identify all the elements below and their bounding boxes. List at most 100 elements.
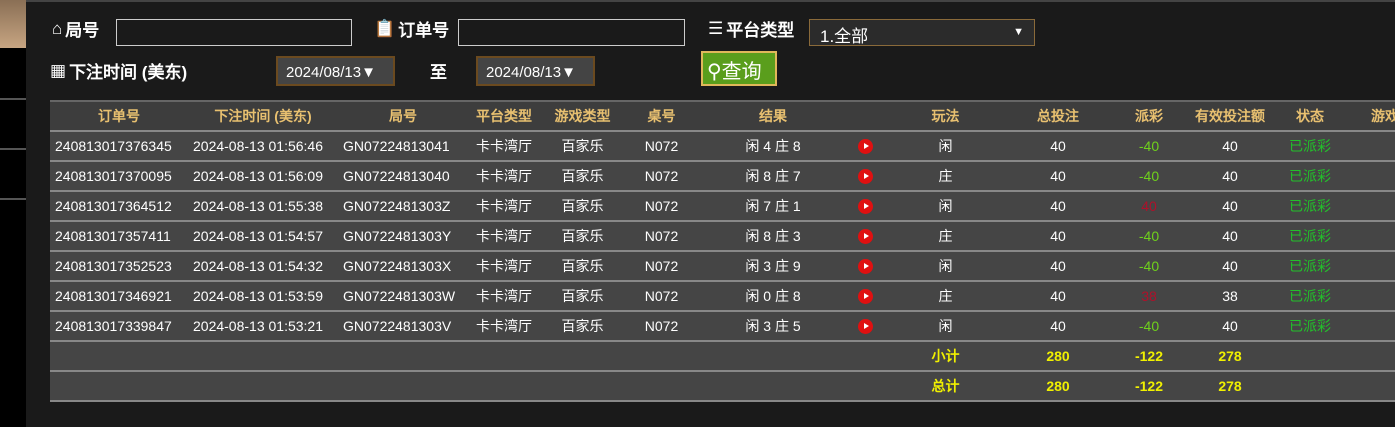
left-sidebar [0, 0, 26, 427]
game-cell [1350, 161, 1395, 192]
game-type-cell: 百家乐 [540, 161, 625, 192]
tag-icon: ⌂ [52, 18, 63, 38]
total-bet-cell: 40 [1008, 311, 1108, 342]
play-video-icon[interactable] [858, 139, 873, 155]
table-row[interactable]: 240813017352523 2024-08-13 01:54:32 GN0722… [50, 251, 1395, 282]
game-type-cell: 百家乐 [540, 131, 625, 162]
video-cell [848, 281, 883, 312]
total-cell [698, 371, 848, 402]
round-id-cell: GN0722481303V [338, 311, 468, 342]
column-header: 订单号 [50, 100, 188, 132]
table-row[interactable]: 240813017370095 2024-08-13 01:56:09 GN0722… [50, 161, 1395, 192]
bet-time-cell: 2024-08-13 01:54:32 [188, 251, 338, 282]
bet-time-cell: 2024-08-13 01:53:59 [188, 281, 338, 312]
divider [0, 148, 26, 150]
order-id-cell: 240813017364512 [50, 191, 188, 222]
valid-bet-cell: 40 [1190, 191, 1270, 222]
divider [0, 98, 26, 100]
subtotal-cell [625, 341, 698, 372]
table-no-cell: N072 [625, 161, 698, 192]
table-row[interactable]: 240813017357411 2024-08-13 01:54:57 GN0722… [50, 221, 1395, 252]
total-cell: -122 [1108, 371, 1190, 402]
video-cell [848, 251, 883, 282]
bet-type-cell: 闲 [883, 311, 1008, 342]
game-cell [1350, 131, 1395, 162]
bet-time-cell: 2024-08-13 01:56:09 [188, 161, 338, 192]
play-video-icon[interactable] [858, 259, 873, 275]
result-cell: 闲 8 庄 7 [698, 161, 848, 192]
column-header: 下注时间 (美东) [188, 100, 338, 132]
round-id-cell: GN07224813040 [338, 161, 468, 192]
table-row[interactable]: 240813017339847 2024-08-13 01:53:21 GN0722… [50, 311, 1395, 342]
query-button[interactable]: ⚲查询 [701, 51, 777, 86]
subtotal-cell [338, 341, 468, 372]
video-cell [848, 131, 883, 162]
result-cell: 闲 0 庄 8 [698, 281, 848, 312]
round-id-cell: GN0722481303X [338, 251, 468, 282]
date-from-picker[interactable]: 2024/08/13▼ [276, 56, 395, 86]
payout-cell: -40 [1108, 251, 1190, 282]
order-label: 📋 订单号 [374, 18, 450, 41]
round-id-cell: GN07224813041 [338, 131, 468, 162]
order-id-cell: 240813017370095 [50, 161, 188, 192]
play-video-icon[interactable] [858, 199, 873, 215]
status-cell: 已派彩 [1270, 131, 1350, 162]
sidebar-active-tab[interactable] [0, 0, 26, 48]
video-cell [848, 311, 883, 342]
column-header: 派彩 [1108, 100, 1190, 132]
platform-cell: 卡卡湾厅 [468, 161, 540, 192]
bet-type-cell: 闲 [883, 131, 1008, 162]
total-cell: 总计 [883, 371, 1008, 402]
status-cell: 已派彩 [1270, 161, 1350, 192]
total-cell [468, 371, 540, 402]
order-id-cell: 240813017346921 [50, 281, 188, 312]
time-label: ▦ 下注时间 (美东) [50, 60, 188, 83]
play-video-icon[interactable] [858, 229, 873, 245]
round-id-cell: GN0722481303W [338, 281, 468, 312]
order-input[interactable] [458, 19, 685, 46]
table-no-cell: N072 [625, 131, 698, 162]
total-cell: 280 [1008, 371, 1108, 402]
total-bet-cell: 40 [1008, 131, 1108, 162]
column-header: 结果 [698, 100, 848, 132]
play-video-icon[interactable] [858, 319, 873, 335]
order-id-cell: 240813017376345 [50, 131, 188, 162]
total-bet-cell: 40 [1008, 251, 1108, 282]
date-to-picker[interactable]: 2024/08/13▼ [476, 56, 595, 86]
status-cell: 已派彩 [1270, 281, 1350, 312]
total-cell [1270, 371, 1350, 402]
table-no-cell: N072 [625, 281, 698, 312]
game-cell [1350, 251, 1395, 282]
column-header: 桌号 [625, 100, 698, 132]
round-input[interactable] [116, 19, 352, 46]
table-row[interactable]: 240813017346921 2024-08-13 01:53:59 GN0722… [50, 281, 1395, 312]
game-type-cell: 百家乐 [540, 281, 625, 312]
column-header: 状态 [1270, 100, 1350, 132]
payout-cell: 38 [1108, 281, 1190, 312]
platform-select[interactable]: 1.全部 ▼ [809, 19, 1035, 46]
bet-type-cell: 闲 [883, 191, 1008, 222]
payout-cell: -40 [1108, 131, 1190, 162]
total-cell [848, 371, 883, 402]
subtotal-cell: 小计 [883, 341, 1008, 372]
total-bet-cell: 40 [1008, 161, 1108, 192]
status-cell: 已派彩 [1270, 221, 1350, 252]
list-icon: ☰ [708, 18, 724, 38]
status-cell: 已派彩 [1270, 311, 1350, 342]
subtotal-cell [540, 341, 625, 372]
subtotal-cell: -122 [1108, 341, 1190, 372]
bet-type-cell: 庄 [883, 161, 1008, 192]
play-video-icon[interactable] [858, 169, 873, 185]
column-header: 玩法 [883, 100, 1008, 132]
round-id-cell: GN0722481303Y [338, 221, 468, 252]
game-cell [1350, 191, 1395, 222]
bet-time-cell: 2024-08-13 01:55:38 [188, 191, 338, 222]
table-no-cell: N072 [625, 311, 698, 342]
table-row[interactable]: 240813017376345 2024-08-13 01:56:46 GN0722… [50, 131, 1395, 162]
valid-bet-cell: 38 [1190, 281, 1270, 312]
table-row[interactable]: 240813017364512 2024-08-13 01:55:38 GN0722… [50, 191, 1395, 222]
bet-time-cell: 2024-08-13 01:56:46 [188, 131, 338, 162]
payout-cell: -40 [1108, 311, 1190, 342]
play-video-icon[interactable] [858, 289, 873, 305]
result-cell: 闲 3 庄 9 [698, 251, 848, 282]
